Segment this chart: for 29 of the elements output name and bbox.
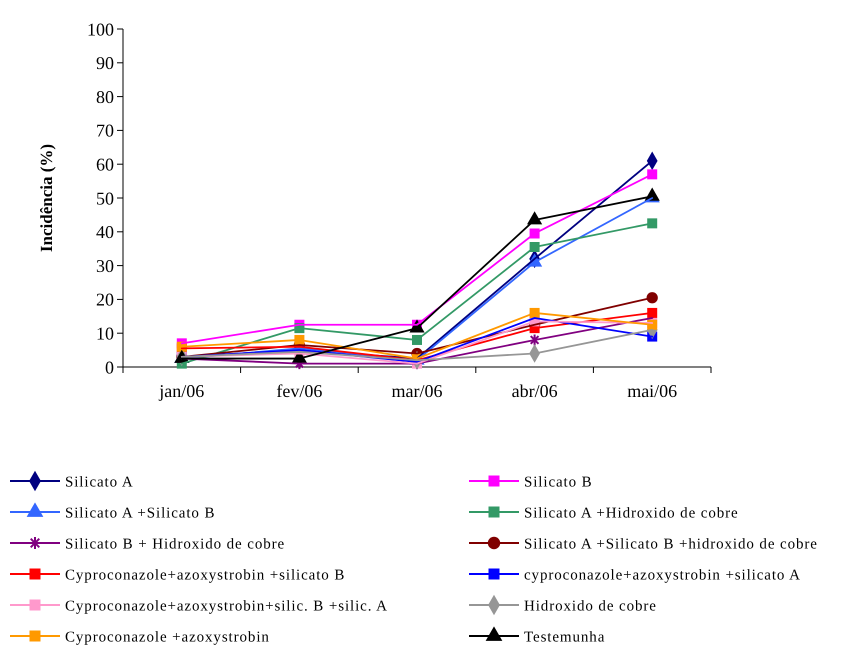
legend-label: Testemunha: [524, 629, 606, 646]
x-tick-label: abr/06: [512, 381, 558, 401]
x-tick-label: mai/06: [627, 381, 678, 401]
legend-label: cyproconazole+azoxystrobin +silicato A: [524, 567, 801, 584]
y-axis-title: Incidência (%): [37, 144, 56, 252]
legend-label: Silicato B + Hidroxido de cobre: [65, 536, 286, 552]
legend-label: Silicato A +Silicato B: [65, 505, 216, 522]
x-tick-label: jan/06: [158, 381, 204, 401]
y-tick-label: 70: [96, 120, 114, 141]
legend-label: Cyproconazole+azoxystrobin+silic. B +silic. A: [65, 598, 388, 614]
y-tick-label: 20: [96, 290, 114, 310]
legend-label: Silicato A: [65, 474, 134, 490]
legend-label: Silicato A +Silicato B +hidroxido de cobre: [524, 536, 818, 552]
y-tick-label: 90: [96, 53, 114, 74]
y-tick-label: 40: [96, 222, 114, 242]
y-tick-label: 80: [96, 86, 114, 107]
x-tick-label: mar/06: [392, 381, 442, 401]
x-tick-label: fev/06: [276, 381, 322, 401]
legend-label: Cyproconazole +azoxystrobin: [65, 629, 270, 646]
y-tick-label: 100: [87, 19, 114, 40]
y-tick-label: 60: [96, 154, 114, 174]
legend-label: Silicato A +Hidroxido de cobre: [524, 505, 739, 522]
y-tick-label: 30: [96, 256, 114, 276]
legend-label: Silicato B: [524, 474, 593, 490]
legend-label: Hidroxido de cobre: [524, 598, 657, 614]
legend-label: Cyproconazole+azoxystrobin +silicato B: [65, 567, 346, 584]
y-tick-label: 50: [96, 188, 114, 208]
y-tick-label: 10: [96, 324, 114, 344]
y-tick-label: 0: [105, 357, 114, 378]
